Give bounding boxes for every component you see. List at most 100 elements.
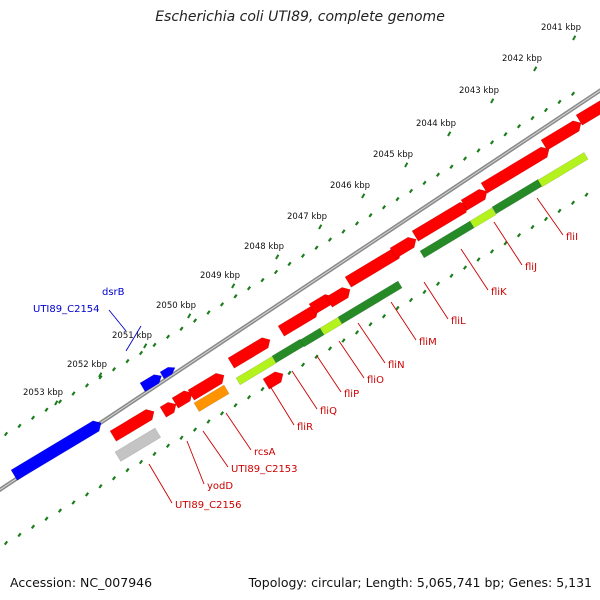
lightgreen-gene-bar [319,316,343,336]
track-dot [206,310,211,315]
track-dot [84,383,90,388]
track-dot [543,216,549,222]
track-dot [192,427,198,432]
track-dot [219,411,225,416]
label-leader-line [225,412,252,451]
track-dot [260,277,265,283]
track-dot [449,164,454,169]
track-dot [233,294,238,299]
track-dot [300,362,306,368]
track-dot [233,403,238,408]
scale-tick [143,343,148,349]
label-leader-line [460,248,489,291]
accession-label: Accession: NC_007946 [10,575,153,590]
label-leader-line [125,325,142,352]
track-dot [557,99,562,105]
gene-features [10,100,600,481]
lightgreen-gene-bar [235,355,277,386]
red-gene-bar [187,372,225,401]
grey-gene-bar [114,427,162,462]
track-dot [30,415,36,421]
track-dot [152,342,157,348]
track-dot [314,245,319,250]
track-dot [273,269,279,275]
track-dot [584,192,589,197]
label-leader-line [338,340,365,379]
label-leader-line [316,355,342,393]
track-dot [206,419,211,424]
scale-label: 2049 kbp [200,271,240,281]
track-dot [246,285,252,291]
track-dot [530,224,535,230]
track-dot [489,249,495,254]
outer-dotted-track [3,91,576,437]
track-dot [44,407,49,412]
label-leader-line [269,385,295,426]
blue-gene-bar [10,420,102,481]
track-dot [246,394,252,400]
track-dot [44,516,49,521]
red-gene-bar [540,120,582,151]
scale-tick [231,283,236,289]
scale-label: 2050 kbp [156,301,196,311]
page-title: Escherichia coli UTI89, complete genome [155,9,445,25]
scale-label: 2046 kbp [330,181,370,191]
gene-label: fliO [367,375,384,386]
track-dot [17,532,22,538]
track-dot [435,172,441,178]
track-dot [3,540,9,546]
red-gene-bar [159,401,177,418]
blue-gene-bar [139,374,162,393]
track-dot [327,346,333,351]
scale-tick [318,224,323,230]
lightgreen-gene-bar [537,151,589,188]
track-dot [152,451,157,457]
lightgreen-gene-bar [469,207,497,229]
track-dot [314,354,319,359]
track-dot [381,313,387,319]
track-dot [489,140,495,145]
track-dot [71,500,76,505]
label-leader-line [357,322,386,364]
track-dot [3,431,9,437]
topology-label: Topology: circular; Length: 5,065,741 bp… [248,575,592,590]
darkgreen-gene-bar [271,338,305,364]
scale-tick [447,131,452,137]
scale-label: 2044 kbp [416,119,456,129]
track-dot [125,358,130,364]
red-gene-bar [460,188,488,211]
gene-label: UTI89_C2153 [231,464,298,475]
track-dot [17,423,22,429]
scale-label: 2041 kbp [541,23,581,33]
gene-label: fliM [419,337,437,348]
gene-label: fliP [344,389,359,400]
gene-label: fliL [451,316,466,327]
track-dot [516,232,522,238]
label-leader-line [186,440,205,485]
red-gene-bar [227,337,271,369]
scale-label: 2043 kbp [459,86,499,96]
scale-tick [490,98,495,104]
track-dot [341,229,346,234]
gene-label: UTI89_C2156 [175,500,242,511]
label-leader-line [423,281,449,320]
track-dot [503,132,508,137]
track-dot [179,326,184,331]
track-dot [57,399,63,404]
gene-label: fliR [297,422,313,433]
track-dot [165,443,171,449]
track-dot [395,196,400,202]
kbp-scale: 2041 kbp 2042 kbp 2043 kbp 2044 kbp 2045 kbp… [23,23,581,406]
scale-tick [54,400,59,406]
gene-label: fliI [566,232,578,243]
track-dot [30,524,36,530]
scale-tick [533,66,538,72]
label-leader-line [493,221,523,266]
track-dot [570,91,576,97]
track-dot [287,261,292,267]
track-dot [435,281,441,287]
scale-label: 2048 kbp [244,242,284,252]
gene-label: UTI89_C2154 [33,304,100,315]
track-dot [300,253,306,259]
